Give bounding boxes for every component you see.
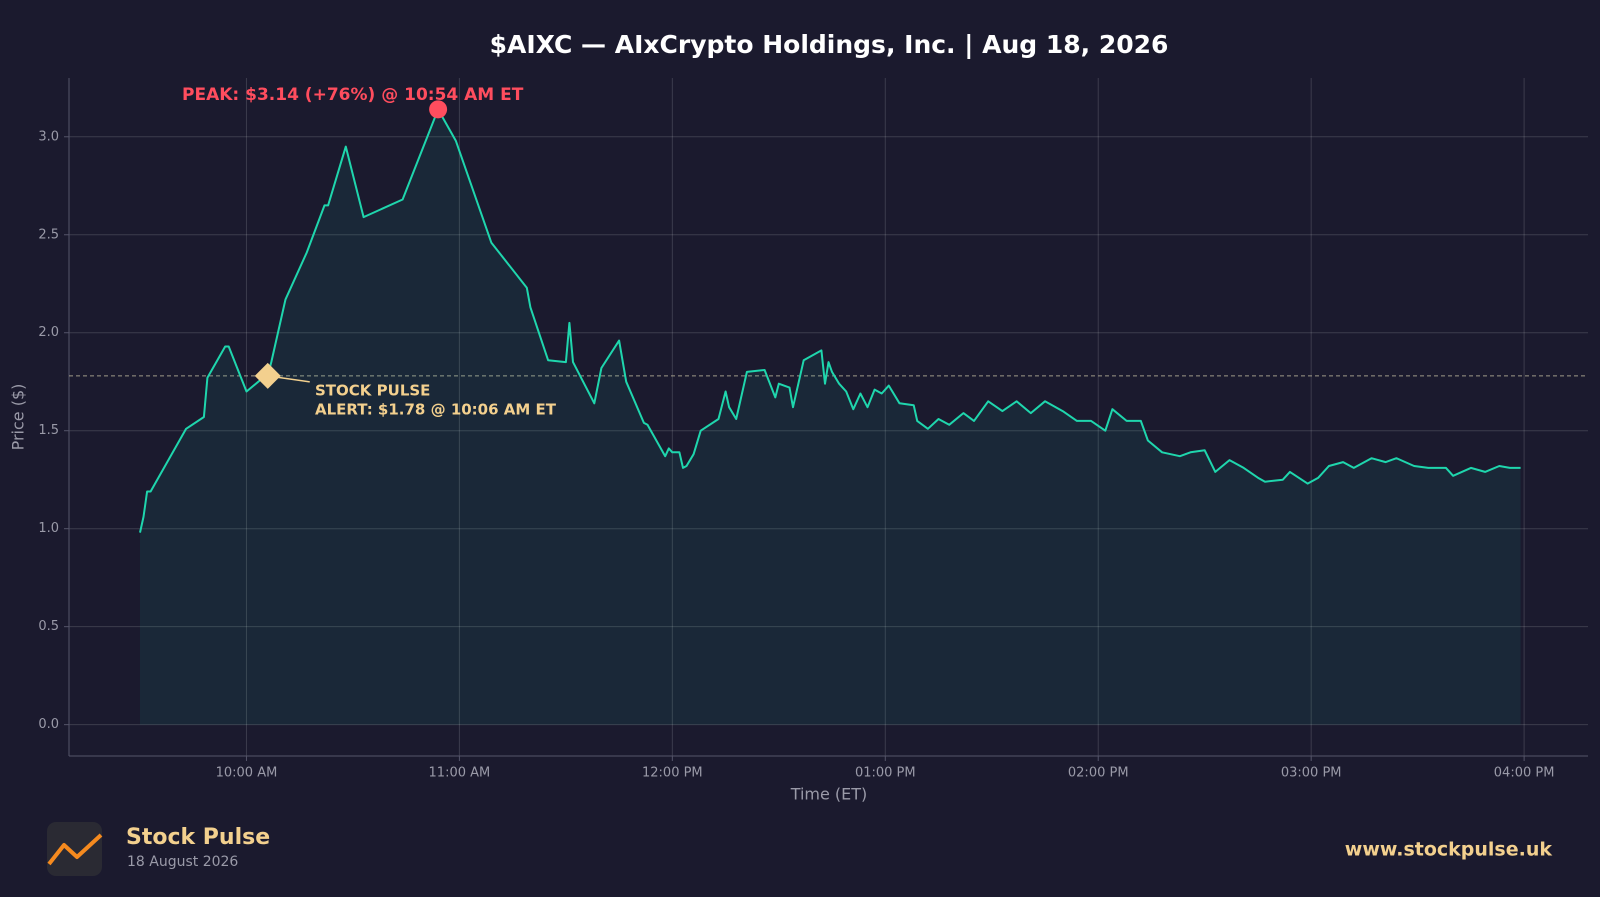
price-line: [139, 108, 1521, 533]
brand-name: Stock Pulse: [126, 825, 270, 850]
y-tick-label: 3.0: [38, 129, 59, 144]
x-tick-label: 11:00 AM: [429, 766, 491, 781]
website-url: www.stockpulse.uk: [1345, 839, 1553, 861]
logo: [47, 822, 103, 876]
y-tick-label: 0.5: [38, 619, 59, 634]
y-tick-label: 2.5: [38, 227, 59, 242]
logo-tile: [47, 822, 102, 876]
alert-label: STOCK PULSE: [315, 382, 430, 400]
chart-title: $AIXC — AIxCrypto Holdings, Inc. | Aug 1…: [490, 30, 1169, 59]
y-tick-label: 1.5: [38, 423, 59, 438]
x-tick-label: 02:00 PM: [1068, 766, 1129, 781]
alert-marker: [254, 362, 281, 389]
brand-date: 18 August 2026: [127, 854, 238, 870]
x-tick-label: 01:00 PM: [855, 766, 916, 781]
x-tick-label: 03:00 PM: [1281, 766, 1342, 781]
x-tick-label: 10:00 AM: [216, 766, 278, 781]
peak-marker: [429, 100, 448, 119]
y-tick-label: 0.0: [38, 717, 59, 732]
x-tick-label: 12:00 PM: [642, 766, 703, 781]
y-axis-label: Price ($): [9, 384, 28, 451]
price-area: [140, 109, 1521, 725]
peak-label: PEAK: $3.14 (+76%) @ 10:54 AM ET: [182, 85, 524, 105]
y-tick-label: 2.0: [38, 325, 59, 340]
x-tick-label: 04:00 PM: [1494, 766, 1555, 781]
y-tick-label: 1.0: [38, 521, 59, 536]
logo-icon: [47, 833, 103, 866]
alert-label: ALERT: $1.78 @ 10:06 AM ET: [315, 401, 557, 419]
x-axis-label: Time (ET): [790, 785, 868, 804]
